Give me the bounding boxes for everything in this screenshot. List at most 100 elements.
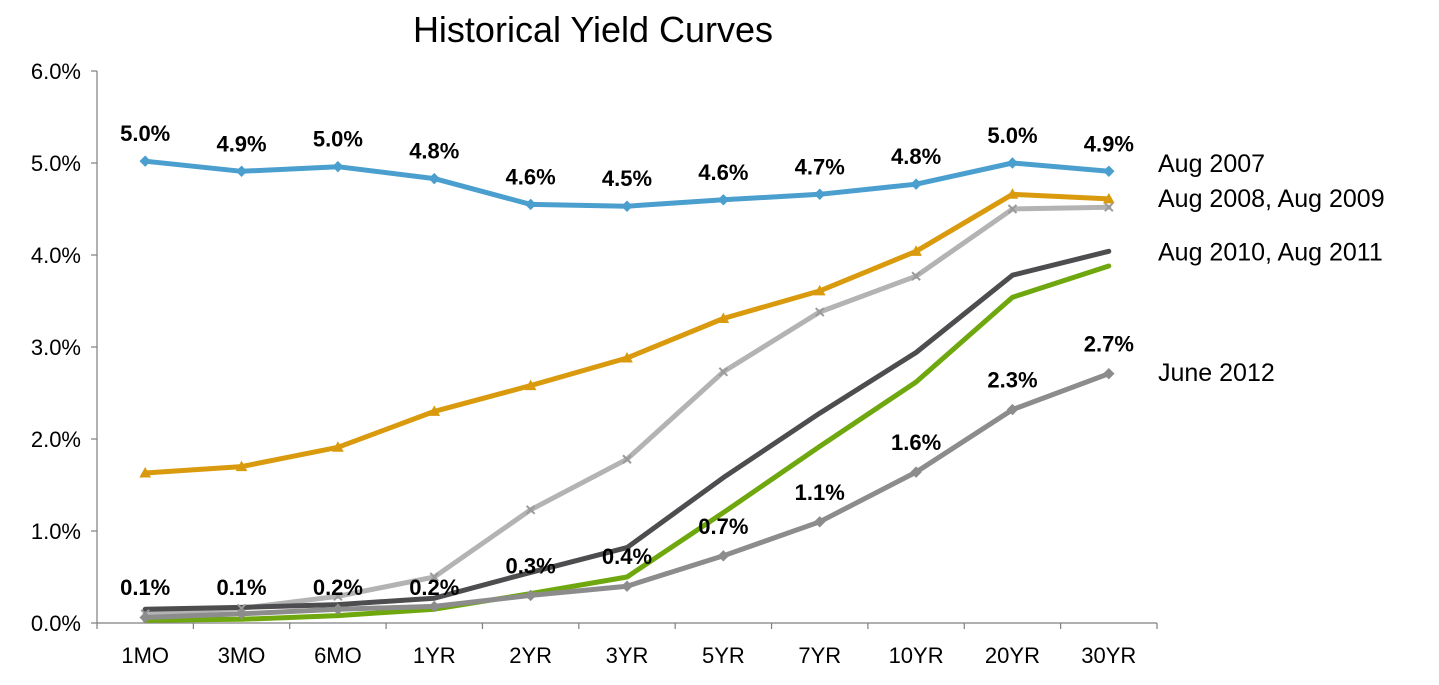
data-point-cross-stroke xyxy=(622,454,632,464)
y-tick-label: 6.0% xyxy=(31,59,81,84)
x-tick-label: 10YR xyxy=(889,643,944,668)
data-point-aug-2008 xyxy=(621,352,633,363)
data-point-june-2012 xyxy=(717,550,730,562)
data-point-aug-2008 xyxy=(1102,192,1115,204)
data-label-june-2012: 1.1% xyxy=(795,480,845,505)
series-line-aug-2011 xyxy=(142,263,1112,623)
legend-label-aug-2008-aug-2009: Aug 2008, Aug 2009 xyxy=(1158,185,1385,213)
x-tick-label: 20YR xyxy=(985,643,1040,668)
legend-label-aug-2007: Aug 2007 xyxy=(1158,150,1265,178)
data-point-june-2012 xyxy=(1103,367,1115,380)
data-point-aug-2007 xyxy=(235,165,248,177)
data-point-june-2012 xyxy=(814,516,826,528)
data-point-june-2012 xyxy=(524,589,537,602)
x-tick-label: 6MO xyxy=(314,643,362,668)
data-label-aug-2007: 4.9% xyxy=(1084,131,1134,156)
data-label-aug-2007: 5.0% xyxy=(120,121,170,146)
data-point-cross-stroke xyxy=(718,367,729,377)
data-point-june-2012 xyxy=(235,608,248,620)
data-point-aug-2009 xyxy=(525,505,536,515)
series-line-aug-2008 xyxy=(142,191,1112,476)
data-point-aug-2007 xyxy=(332,160,344,173)
chart-legend: Aug 2007 Aug 2008, Aug 2009 Aug 2010, Aug … xyxy=(1158,150,1385,387)
data-label-aug-2007: 4.8% xyxy=(891,144,941,169)
data-label-aug-2007: 5.0% xyxy=(313,127,363,152)
data-label-aug-2007: 4.9% xyxy=(216,131,266,156)
data-point-june-2012 xyxy=(139,611,151,624)
data-label-june-2012: 0.4% xyxy=(602,544,652,569)
data-point-cross-stroke xyxy=(1007,204,1018,214)
data-point-aug-2007 xyxy=(428,172,440,185)
data-point-june-2012 xyxy=(1006,403,1019,416)
data-point-cross-stroke xyxy=(1104,202,1114,212)
data-label-june-2012: 0.1% xyxy=(216,575,266,600)
data-label-aug-2007: 4.6% xyxy=(506,164,556,189)
x-tick-label: 30YR xyxy=(1081,643,1136,668)
data-label-aug-2007: 4.5% xyxy=(602,166,652,191)
data-label-aug-2007: 4.8% xyxy=(409,139,459,164)
data-label-aug-2007: 4.6% xyxy=(698,160,748,185)
chart-data-labels: 5.0% 4.9% 5.0% 4.8% 4.6% 4.5% 4.6% 4.7% 4.8% 5.0%… xyxy=(120,121,1134,600)
data-point-aug-2007 xyxy=(814,188,826,200)
data-point-cross-stroke xyxy=(333,591,343,602)
y-tick-label: 3.0% xyxy=(31,335,81,360)
x-tick-label: 2YR xyxy=(509,643,552,668)
data-point-aug-2007 xyxy=(524,198,537,211)
data-point-aug-2008 xyxy=(139,467,152,478)
data-point-aug-2007 xyxy=(717,194,730,206)
y-tick-label: 2.0% xyxy=(31,427,81,452)
data-label-june-2012: 0.2% xyxy=(313,575,363,600)
y-tick-label: 1.0% xyxy=(31,519,81,544)
data-point-aug-2008 xyxy=(813,284,826,296)
data-point-aug-2008 xyxy=(717,312,730,323)
x-tick-label: 3YR xyxy=(606,643,649,668)
data-point-aug-2007 xyxy=(139,155,151,167)
data-label-aug-2007: 5.0% xyxy=(987,123,1037,148)
data-point-aug-2009 xyxy=(429,572,439,582)
data-point-aug-2008 xyxy=(235,460,248,472)
data-point-aug-2007 xyxy=(1103,165,1115,177)
data-point-aug-2007 xyxy=(1006,157,1019,169)
legend-label-aug-2010-aug-2011: Aug 2010, Aug 2011 xyxy=(1158,238,1383,266)
data-point-aug-2008 xyxy=(524,379,537,391)
data-label-june-2012: 0.3% xyxy=(506,553,556,578)
legend-label-june-2012: June 2012 xyxy=(1158,359,1275,387)
x-tick-label: 5YR xyxy=(702,643,745,668)
data-label-june-2012: 1.6% xyxy=(891,430,941,455)
data-label-june-2012: 2.3% xyxy=(987,368,1037,393)
series-line-aug-2010 xyxy=(142,248,1112,612)
y-tick-label: 4.0% xyxy=(31,243,81,268)
x-tick-label: 1YR xyxy=(413,643,456,668)
x-tick-label: 7YR xyxy=(798,643,841,668)
data-point-cross-stroke xyxy=(525,505,536,515)
data-point-cross-stroke xyxy=(815,307,825,317)
data-point-june-2012 xyxy=(332,603,344,615)
chart-axes: 0.0% 1.0% 2.0% 3.0% 4.0% 5.0% 6.0% 1MO 3MO 6MO 1YR… xyxy=(31,59,1158,668)
data-point-aug-2008 xyxy=(428,405,441,416)
data-point-aug-2009 xyxy=(815,307,825,317)
data-point-june-2012 xyxy=(910,466,922,478)
y-tick-label: 0.0% xyxy=(31,611,81,636)
chart-title: Historical Yield Curves xyxy=(413,9,773,50)
data-point-aug-2009 xyxy=(911,271,921,281)
data-point-june-2012 xyxy=(621,580,633,592)
data-label-june-2012: 0.1% xyxy=(120,575,170,600)
data-label-june-2012: 0.7% xyxy=(698,514,748,539)
chart-markers xyxy=(139,155,1115,624)
data-point-aug-2009 xyxy=(718,367,729,377)
data-point-aug-2007 xyxy=(621,200,633,212)
data-point-aug-2009 xyxy=(622,454,632,464)
data-point-aug-2009 xyxy=(333,591,343,602)
data-point-aug-2007 xyxy=(910,178,922,190)
x-tick-label: 3MO xyxy=(218,643,266,668)
data-point-aug-2009 xyxy=(1104,202,1114,212)
data-point-aug-2009 xyxy=(1007,204,1018,214)
data-point-cross-stroke xyxy=(429,572,439,582)
data-point-aug-2008 xyxy=(332,441,344,452)
y-tick-label: 5.0% xyxy=(31,151,81,176)
data-point-aug-2008 xyxy=(910,245,922,256)
data-point-cross-stroke xyxy=(911,271,921,281)
data-point-aug-2008 xyxy=(1006,188,1019,199)
